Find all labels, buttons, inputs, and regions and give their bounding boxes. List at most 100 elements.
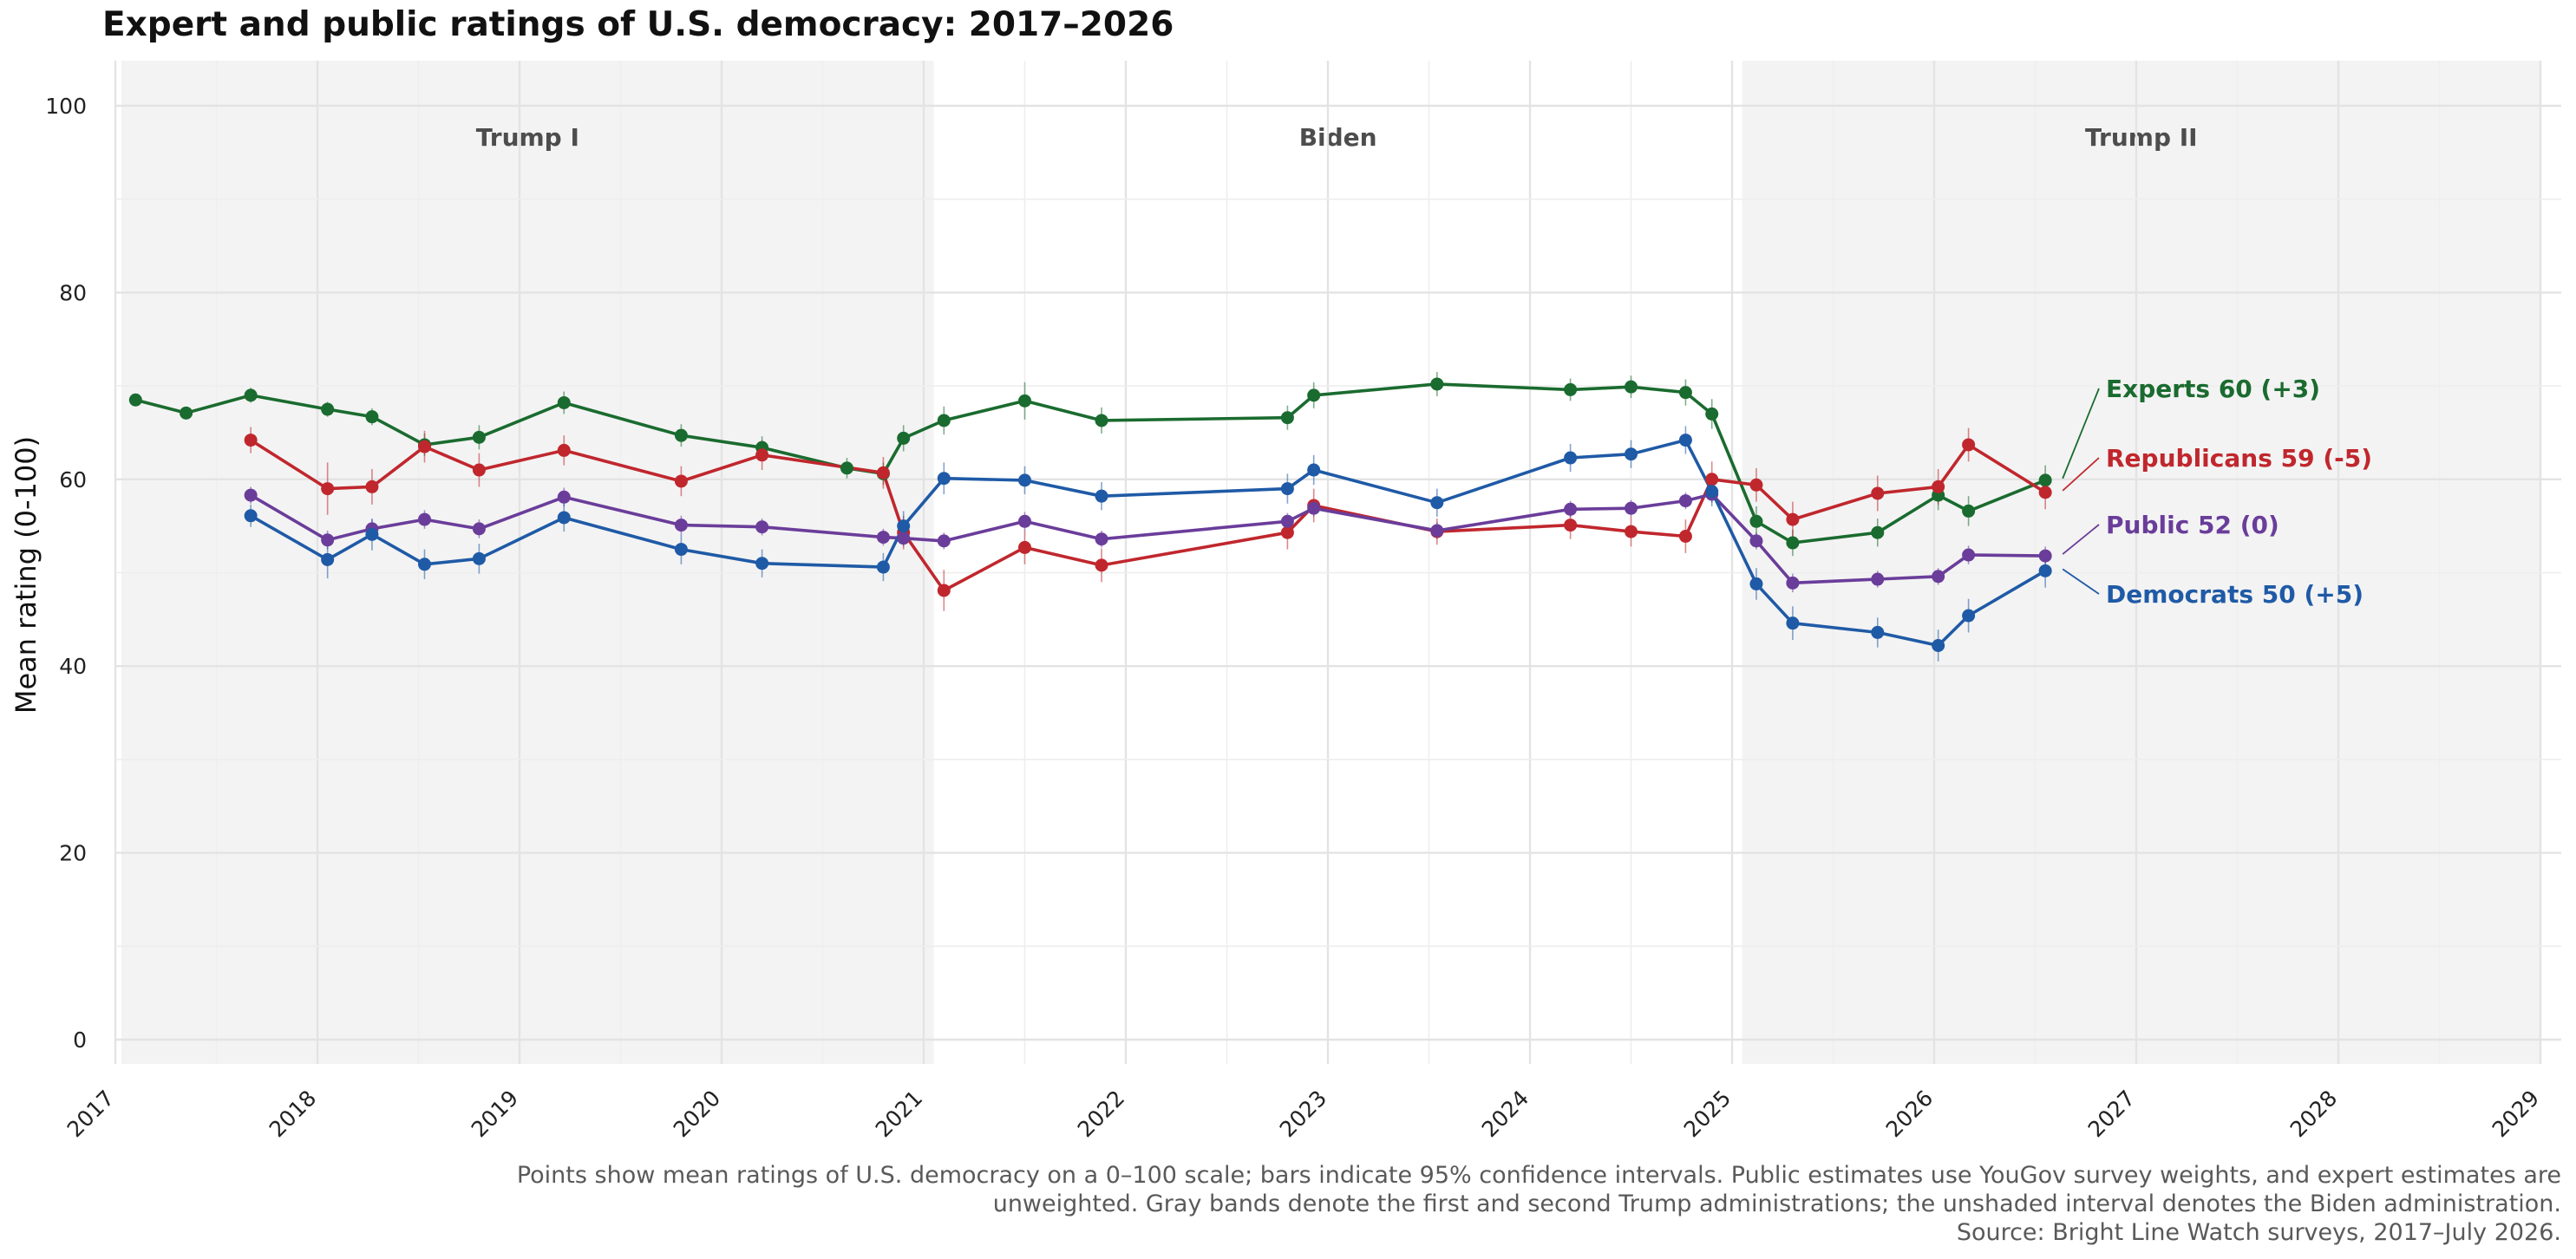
data-point-democrats [937,472,951,486]
data-point-public [244,488,258,502]
data-point-democrats [365,527,379,541]
series-line-public [250,493,2046,585]
data-point-experts [1095,414,1108,427]
data-point-republicans [2038,486,2052,499]
data-point-experts [1962,504,1976,518]
series-line-republicans [250,439,2047,592]
x-tick-label: 2024 [1477,1086,1533,1142]
data-point-experts [897,431,911,445]
data-point-democrats [1749,577,1763,590]
series-end-label-republicans: Republicans 59 (-5) [2106,444,2372,473]
data-point-republicans [1871,486,1885,500]
data-point-public [472,522,486,536]
data-point-democrats [417,558,431,571]
data-point-public [1018,514,1031,528]
data-point-republicans [1786,512,1800,526]
data-point-republicans [557,443,571,457]
caption-line-3: Source: Bright Line Watch surveys, 2017–… [1956,1219,2561,1246]
data-point-public [897,532,911,545]
y-tick-label: 0 [73,1027,87,1053]
data-point-democrats [1678,434,1692,447]
caption-line-2: unweighted. Gray bands denote the first … [992,1191,2561,1217]
x-tick-label: 2029 [2488,1086,2544,1142]
data-point-republicans [1932,479,1945,493]
data-point-republicans [876,466,890,479]
data-point-public [1962,548,1976,562]
data-point-experts [1018,394,1031,408]
x-tick-label: 2023 [1275,1086,1331,1142]
y-tick-label: 40 [59,654,87,679]
data-point-republicans [244,434,258,447]
period-label-biden: Biden [1299,123,1377,152]
y-tick-label: 20 [59,841,87,866]
data-point-republicans [937,584,951,597]
data-point-experts [937,414,951,427]
data-point-republicans [1280,525,1294,539]
data-point-republicans [472,463,486,477]
caption: Points show mean ratings of U.S. democra… [393,1161,2561,1247]
x-tick-label: 2017 [62,1086,119,1142]
data-point-experts [1280,411,1294,425]
data-point-public [1307,501,1321,515]
data-point-public [417,512,431,526]
data-point-public [1430,524,1444,538]
data-point-experts [472,430,486,444]
data-point-experts [1678,386,1692,400]
data-point-democrats [1932,639,1945,653]
data-point-republicans [1962,438,1976,452]
data-point-democrats [472,551,486,565]
x-tick-label: 2026 [1881,1086,1938,1142]
y-tick-label: 60 [59,467,87,493]
x-tick-label: 2018 [265,1086,321,1142]
data-point-democrats [1564,451,1578,465]
data-point-experts [1786,536,1800,550]
x-tick-label: 2025 [1679,1086,1736,1142]
data-point-public [1625,501,1638,515]
period-band-trump-i [121,61,934,1064]
data-point-democrats [1307,463,1321,477]
data-point-republicans [674,474,688,488]
period-bands: Trump I Biden Trump II [121,61,2540,1064]
data-point-experts [244,388,258,402]
data-point-republicans [1564,519,1578,532]
data-point-experts [840,461,853,475]
data-point-experts [180,406,193,420]
data-point-democrats [1280,482,1294,496]
y-tick-label: 100 [45,94,87,119]
data-point-democrats [674,543,688,557]
series-points [128,377,2052,653]
data-point-public [321,533,335,547]
series-line-democrats [250,438,2047,648]
data-point-public [557,490,571,504]
data-point-democrats [1786,616,1800,630]
data-point-experts [1307,388,1321,402]
data-point-republicans [417,440,431,453]
data-point-republicans [1095,558,1108,572]
data-point-democrats [1095,489,1108,503]
data-point-democrats [244,509,258,523]
data-point-public [1932,570,1945,584]
data-point-experts [1705,407,1719,421]
data-point-democrats [557,511,571,525]
data-point-experts [557,395,571,409]
data-point-experts [128,393,142,407]
data-point-experts [1871,525,1885,539]
data-point-experts [1564,382,1578,396]
data-point-democrats [321,552,335,566]
label-leader-democrats [2062,568,2100,595]
data-point-republicans [321,482,335,496]
data-point-democrats [1625,447,1638,461]
data-point-public [1564,502,1578,516]
data-point-democrats [1430,496,1444,510]
data-point-democrats [1962,609,1976,623]
data-point-experts [2038,473,2052,487]
data-point-democrats [897,519,911,533]
data-point-republicans [1625,525,1638,538]
data-point-democrats [1871,625,1885,639]
label-leader-republicans [2062,457,2100,492]
label-leader-experts [2062,388,2100,479]
data-point-public [937,534,951,548]
data-point-republicans [1749,478,1763,492]
x-tick-label: 2028 [2285,1086,2342,1142]
